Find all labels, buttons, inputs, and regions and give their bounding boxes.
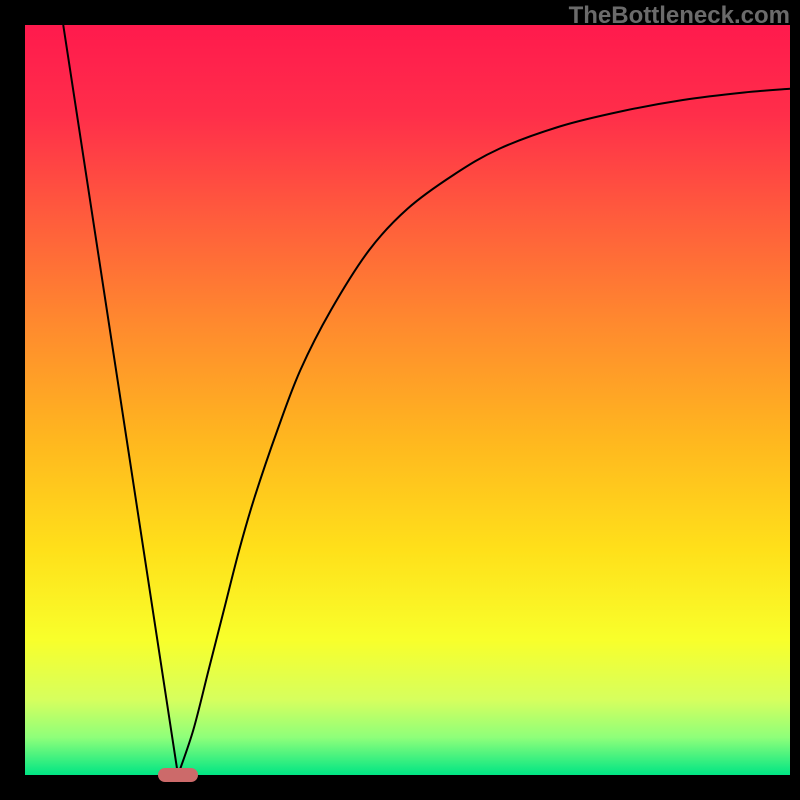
chart-svg [0, 0, 800, 800]
bottleneck-curve-chart: TheBottleneck.com [0, 0, 800, 800]
watermark-text: TheBottleneck.com [569, 2, 790, 30]
chart-background [25, 25, 790, 775]
optimum-marker [158, 768, 198, 782]
